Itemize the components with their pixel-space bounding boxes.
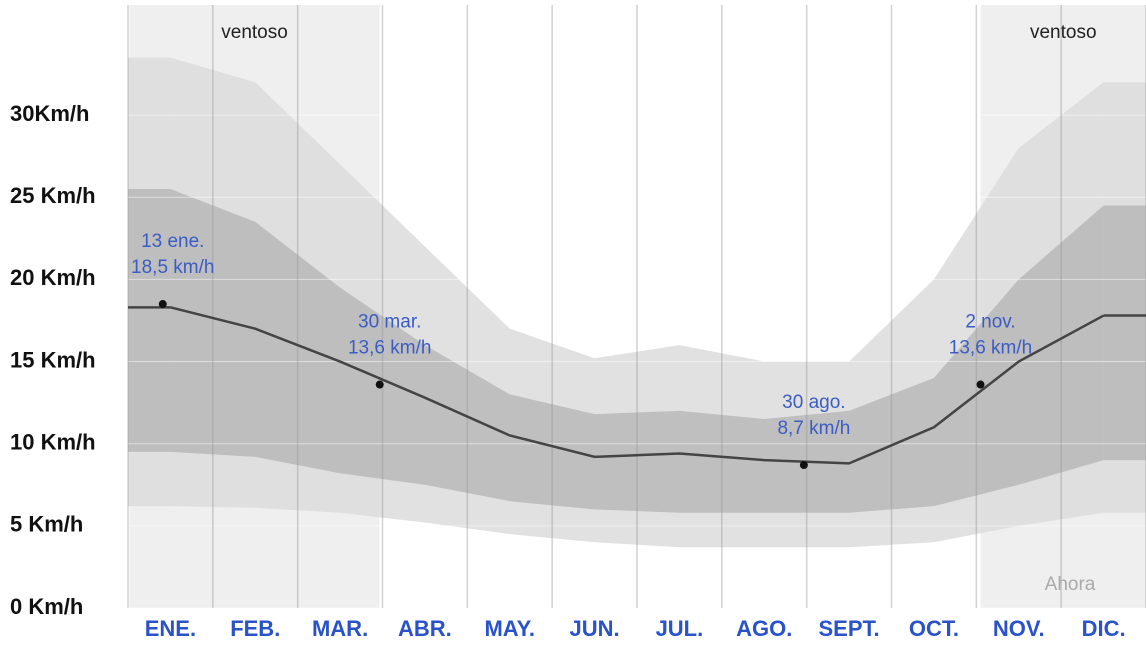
now-label: Ahora bbox=[1045, 574, 1096, 595]
y-tick-label: 25 Km/h bbox=[10, 183, 96, 208]
band bbox=[170, 189, 1104, 513]
x-tick-label: MAY. bbox=[484, 616, 535, 641]
annotation-point bbox=[375, 380, 384, 389]
x-tick-label: ABR. bbox=[398, 616, 452, 641]
annotation-value: 13,6 km/h bbox=[949, 338, 1032, 359]
x-tick-label: JUL. bbox=[656, 616, 704, 641]
x-tick-label: NOV. bbox=[993, 616, 1045, 641]
annotation-point bbox=[799, 461, 808, 470]
annotation-value: 8,7 km/h bbox=[777, 418, 850, 439]
period-label: ventoso bbox=[1030, 22, 1097, 43]
annotation-point bbox=[158, 300, 167, 309]
annotation-date: 2 nov. bbox=[965, 312, 1015, 333]
y-tick-label: 20 Km/h bbox=[10, 265, 96, 290]
y-tick-label: 30Km/h bbox=[10, 101, 89, 126]
period-label: ventoso bbox=[221, 22, 288, 43]
x-tick-label: SEPT. bbox=[819, 616, 880, 641]
annotation-date: 13 ene. bbox=[141, 231, 204, 252]
y-tick-label: 0 Km/h bbox=[10, 594, 83, 619]
y-tick-label: 15 Km/h bbox=[10, 347, 96, 372]
line bbox=[170, 306, 1105, 465]
x-tick-label: ENE. bbox=[145, 616, 196, 641]
x-tick-label: MAR. bbox=[312, 616, 368, 641]
annotation-point bbox=[976, 380, 985, 389]
x-tick-label: OCT. bbox=[909, 616, 959, 641]
x-tick-label: DIC. bbox=[1082, 616, 1126, 641]
x-tick-label: AGO. bbox=[736, 616, 792, 641]
annotation-value: 13,6 km/h bbox=[348, 338, 431, 359]
x-tick-label: JUN. bbox=[570, 616, 620, 641]
annotation-date: 30 ago. bbox=[782, 392, 845, 413]
annotation-date: 30 mar. bbox=[358, 312, 421, 333]
annotation-value: 18,5 km/h bbox=[131, 257, 214, 278]
y-tick-label: 5 Km/h bbox=[10, 512, 83, 537]
x-tick-label: FEB. bbox=[230, 616, 280, 641]
band-edge bbox=[128, 189, 171, 452]
band-edge bbox=[1103, 205, 1146, 461]
y-tick-label: 10 Km/h bbox=[10, 430, 96, 455]
